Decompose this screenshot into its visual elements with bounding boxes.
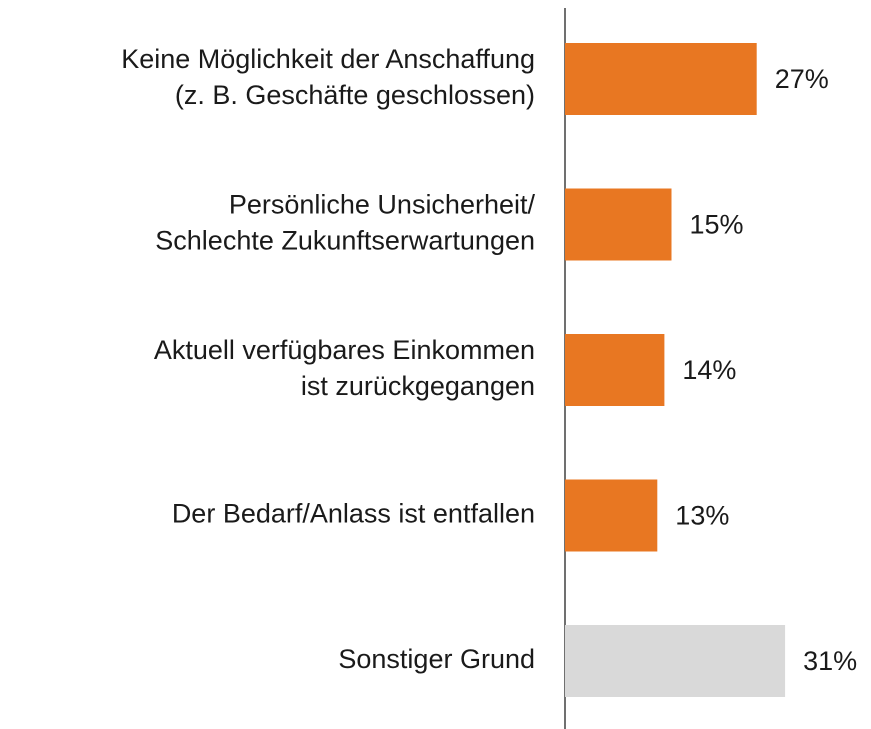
value-label: 15% bbox=[690, 210, 744, 240]
bar bbox=[565, 479, 658, 552]
category-label: Keine Möglichkeit der Anschaffung bbox=[121, 44, 535, 74]
value-label: 13% bbox=[675, 501, 729, 531]
bar bbox=[565, 43, 757, 115]
category-label: Schlechte Zukunftserwartungen bbox=[155, 226, 535, 256]
value-label: 27% bbox=[775, 64, 829, 94]
category-label: Der Bedarf/Anlass ist entfallen bbox=[172, 499, 535, 529]
category-label: ist zurückgegangen bbox=[301, 371, 535, 401]
category-label: Persönliche Unsicherheit/ bbox=[229, 190, 536, 220]
bar bbox=[565, 625, 786, 697]
category-label: Sonstiger Grund bbox=[338, 644, 535, 674]
value-label: 14% bbox=[682, 355, 736, 385]
bar bbox=[565, 334, 665, 406]
bar bbox=[565, 188, 672, 261]
value-label: 31% bbox=[803, 646, 857, 676]
category-label: (z. B. Geschäfte geschlossen) bbox=[175, 80, 535, 110]
category-label: Aktuell verfügbares Einkommen bbox=[154, 335, 535, 365]
